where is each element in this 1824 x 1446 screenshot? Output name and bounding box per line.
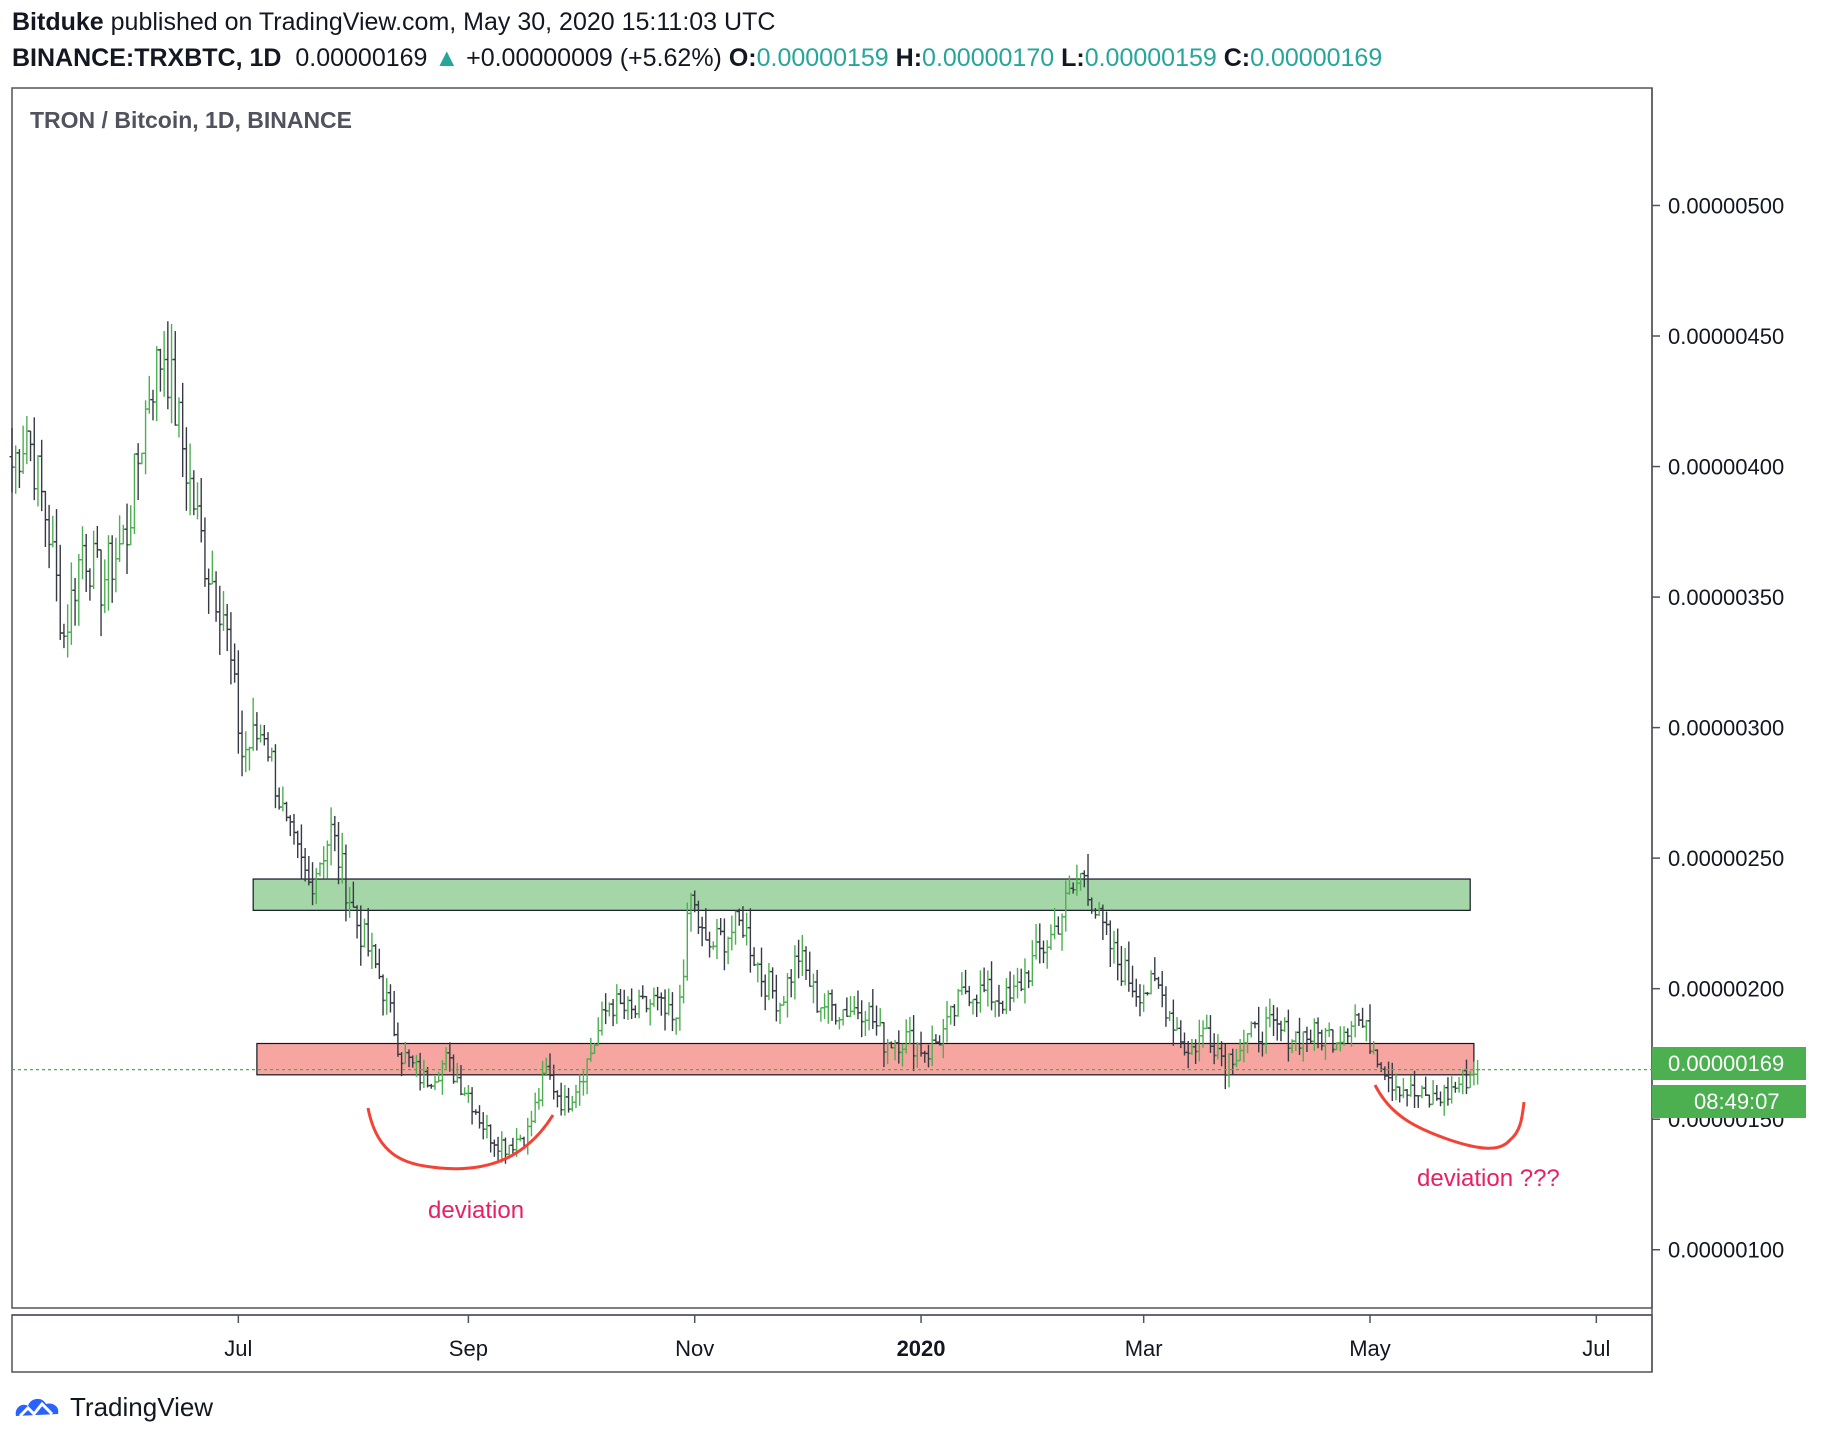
price-axis-badge: 0.00000169 08:49:07 (1652, 1047, 1806, 1118)
low-label: L: (1061, 44, 1085, 72)
close-value: 0.00000169 (1250, 44, 1383, 72)
deviation-curve-left (366, 1107, 555, 1171)
zone-1[interactable] (256, 1042, 1475, 1076)
y-tick-label-4: 0.00000300 (1668, 716, 1784, 741)
current-price-badge-text: 0.00000169 (1668, 1051, 1784, 1076)
x-tick-label-5: May (1349, 1336, 1391, 1361)
y-tick-label-6: 0.00000400 (1668, 455, 1784, 480)
candles-layer (9, 321, 1481, 1164)
tradingview-logo-icon (15, 1398, 59, 1417)
high-value: 0.00000170 (922, 44, 1055, 72)
y-tick-label-2: 0.00000200 (1668, 977, 1784, 1002)
author-name: Bitduke (12, 8, 104, 36)
last-price: 0.00000169 (295, 44, 428, 72)
x-tick-label-2: Nov (675, 1336, 714, 1361)
x-tick-label-0: Jul (224, 1336, 252, 1361)
deviation-label-left: deviation (428, 1197, 524, 1224)
symbol-label: BINANCE:TRXBTC, 1D (12, 44, 282, 72)
time-axis[interactable]: Jul Sep Nov 2020 Mar May Jul (224, 1315, 1610, 1361)
x-tick-label-1: Sep (449, 1336, 488, 1361)
x-tick-label-4: Mar (1125, 1336, 1163, 1361)
y-tick-label-8: 0.00000500 (1668, 193, 1784, 218)
x-tick-label-3: 2020 (897, 1336, 946, 1361)
high-label: H: (895, 44, 923, 72)
brand-name: TradingView (70, 1392, 214, 1422)
chart-frame (11, 87, 1653, 1309)
chart-title: TRON / Bitcoin, 1D, BINANCE (30, 107, 352, 133)
open-label: O: (728, 44, 757, 72)
y-tick-label-7: 0.00000450 (1668, 324, 1784, 349)
y-tick-label-0: 0.00000100 (1668, 1238, 1784, 1263)
symbol-info: BINANCE:TRXBTC, 1D 0.00000169 ▲ +0.00000… (12, 44, 1382, 73)
y-tick-label-3: 0.00000250 (1668, 846, 1784, 871)
y-tick-label-5: 0.00000350 (1668, 585, 1784, 610)
tradingview-brand[interactable]: TradingView (12, 1392, 213, 1423)
deviation-label-right: deviation ??? (1417, 1165, 1560, 1192)
current-price-badge (1652, 1047, 1806, 1080)
x-tick-label-6: Jul (1582, 1336, 1610, 1361)
published-text: published on TradingView.com, May 30, 20… (103, 8, 776, 36)
deviation-curve-right (1373, 1084, 1526, 1150)
countdown-badge (1652, 1085, 1806, 1118)
countdown-badge-text: 08:49:07 (1694, 1089, 1780, 1114)
price-axis[interactable]: 0.000001000.000001500.000002000.00000250… (1652, 193, 1784, 1263)
low-value: 0.00000159 (1084, 44, 1217, 72)
open-value: 0.00000159 (756, 44, 889, 72)
change-up-icon: ▲ (434, 44, 460, 72)
publish-info: Bitduke published on TradingView.com, Ma… (12, 8, 775, 37)
time-axis-frame (11, 1314, 1653, 1373)
zones-layer (252, 878, 1475, 1076)
change-value: +0.00000009 (+5.62%) (466, 44, 722, 72)
zone-0[interactable] (252, 878, 1471, 911)
close-label: C: (1223, 44, 1251, 72)
